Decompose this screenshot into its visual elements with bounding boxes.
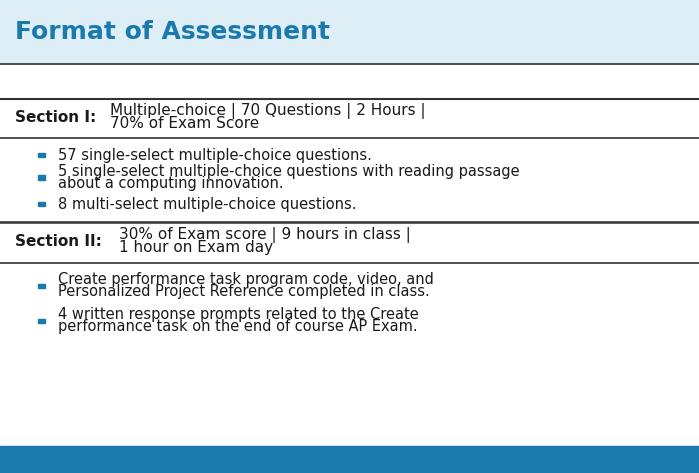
Text: 5 single-select multiple-choice questions with reading passage: 5 single-select multiple-choice question… [58, 164, 519, 179]
Bar [38, 202, 45, 207]
Text: Section I:: Section I: [15, 110, 96, 125]
Text: about a computing innovation.: about a computing innovation. [58, 176, 284, 191]
Text: 30% of Exam score | 9 hours in class |: 30% of Exam score | 9 hours in class | [119, 227, 411, 243]
Bar [0, 0, 699, 64]
Text: performance task on the end of course AP Exam.: performance task on the end of course AP… [58, 319, 417, 334]
Text: Create performance task program code, video, and: Create performance task program code, vi… [58, 272, 434, 287]
Bar [0, 446, 699, 473]
Text: 70% of Exam Score: 70% of Exam Score [110, 116, 260, 131]
Text: 1 hour on Exam day: 1 hour on Exam day [119, 240, 273, 255]
Bar [38, 175, 45, 179]
Text: Format of Assessment: Format of Assessment [15, 20, 331, 44]
Text: Personalized Project Reference completed in class.: Personalized Project Reference completed… [58, 284, 430, 299]
Text: 8 multi-select multiple-choice questions.: 8 multi-select multiple-choice questions… [58, 197, 356, 212]
Text: Section II:: Section II: [15, 234, 102, 249]
Text: 4 written response prompts related to the Create: 4 written response prompts related to th… [58, 307, 419, 322]
Bar [38, 284, 45, 288]
Bar [38, 153, 45, 157]
Bar [38, 319, 45, 323]
Text: Multiple-choice | 70 Questions | 2 Hours |: Multiple-choice | 70 Questions | 2 Hours… [110, 103, 426, 119]
Text: 57 single-select multiple-choice questions.: 57 single-select multiple-choice questio… [58, 148, 372, 163]
